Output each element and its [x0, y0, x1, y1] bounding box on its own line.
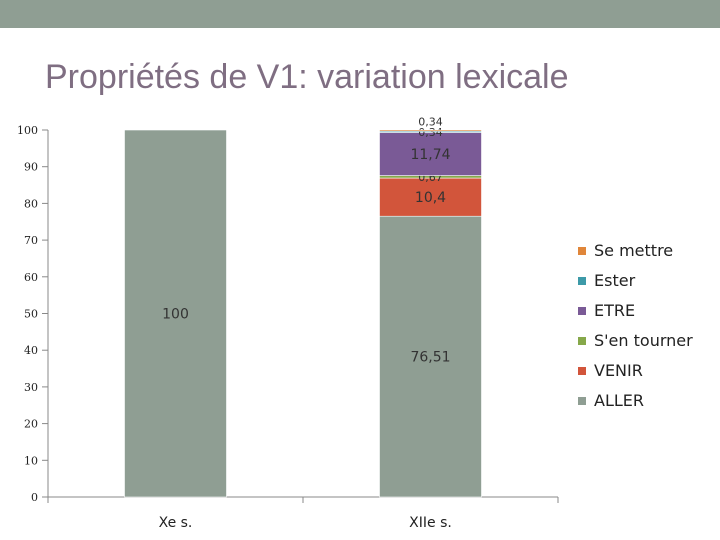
y-tick-label: 90	[24, 161, 38, 174]
data-label: 11,74	[410, 147, 450, 163]
legend-swatch	[578, 277, 586, 285]
legend-swatch	[578, 307, 586, 315]
data-label: 100	[162, 307, 189, 323]
bar-segment	[379, 177, 482, 217]
data-label: 10,4	[415, 190, 446, 206]
y-tick-label: 70	[24, 234, 38, 247]
y-tick-label: 60	[24, 271, 38, 284]
y-tick-label: 50	[24, 308, 38, 321]
legend-label: Ester	[594, 271, 636, 290]
y-tick-label: 20	[24, 418, 38, 431]
y-tick-label: 10	[24, 454, 38, 467]
data-label: 0,34	[418, 126, 443, 139]
y-tick-label: 80	[24, 197, 38, 210]
legend-label: ETRE	[594, 301, 635, 320]
legend-swatch	[578, 367, 586, 375]
x-category-label: Xe s.	[159, 515, 193, 531]
page-title: Propriétés de V1: variation lexicale	[45, 58, 569, 96]
data-label: 76,51	[410, 350, 450, 366]
bar-segment	[379, 215, 482, 498]
legend-label: S'en tourner	[594, 331, 693, 350]
data-label: 0,34	[418, 116, 443, 129]
bar-segment	[379, 129, 482, 132]
top-band	[0, 0, 720, 28]
legend-label: ALLER	[594, 391, 644, 410]
bar-segment	[379, 132, 482, 176]
legend-swatch	[578, 337, 586, 345]
x-category-label: XIIe s.	[409, 515, 452, 531]
legend-label: VENIR	[594, 361, 643, 380]
y-tick-label: 30	[24, 381, 38, 394]
legend-swatch	[578, 247, 586, 255]
y-tick-label: 100	[17, 124, 38, 137]
legend-label: Se mettre	[594, 241, 673, 260]
legend-swatch	[578, 397, 586, 405]
y-tick-label: 40	[24, 344, 38, 357]
bar-segment	[124, 129, 227, 498]
y-tick-label: 0	[31, 491, 38, 504]
